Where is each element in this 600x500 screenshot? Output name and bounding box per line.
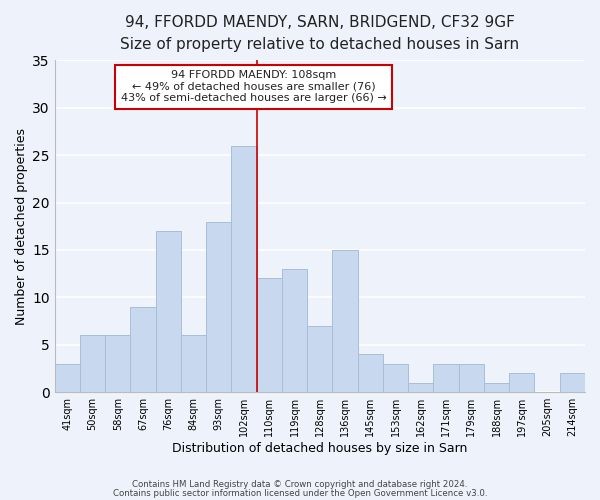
Bar bbox=[105, 336, 130, 392]
Bar bbox=[155, 231, 181, 392]
Bar bbox=[433, 364, 459, 392]
Bar bbox=[55, 364, 80, 392]
Title: 94, FFORDD MAENDY, SARN, BRIDGEND, CF32 9GF
Size of property relative to detache: 94, FFORDD MAENDY, SARN, BRIDGEND, CF32 … bbox=[120, 15, 520, 52]
Text: 94 FFORDD MAENDY: 108sqm
← 49% of detached houses are smaller (76)
43% of semi-d: 94 FFORDD MAENDY: 108sqm ← 49% of detach… bbox=[121, 70, 386, 104]
Bar bbox=[282, 269, 307, 392]
Bar bbox=[80, 336, 105, 392]
Bar bbox=[560, 373, 585, 392]
Bar bbox=[408, 382, 433, 392]
Bar bbox=[130, 307, 155, 392]
Bar bbox=[383, 364, 408, 392]
Bar bbox=[181, 336, 206, 392]
Bar bbox=[509, 373, 535, 392]
Bar bbox=[484, 382, 509, 392]
Bar bbox=[232, 146, 257, 392]
Bar bbox=[206, 222, 232, 392]
Bar bbox=[307, 326, 332, 392]
Text: Contains public sector information licensed under the Open Government Licence v3: Contains public sector information licen… bbox=[113, 489, 487, 498]
X-axis label: Distribution of detached houses by size in Sarn: Distribution of detached houses by size … bbox=[172, 442, 467, 455]
Bar bbox=[257, 278, 282, 392]
Bar bbox=[358, 354, 383, 392]
Y-axis label: Number of detached properties: Number of detached properties bbox=[15, 128, 28, 325]
Bar bbox=[459, 364, 484, 392]
Bar bbox=[332, 250, 358, 392]
Text: Contains HM Land Registry data © Crown copyright and database right 2024.: Contains HM Land Registry data © Crown c… bbox=[132, 480, 468, 489]
